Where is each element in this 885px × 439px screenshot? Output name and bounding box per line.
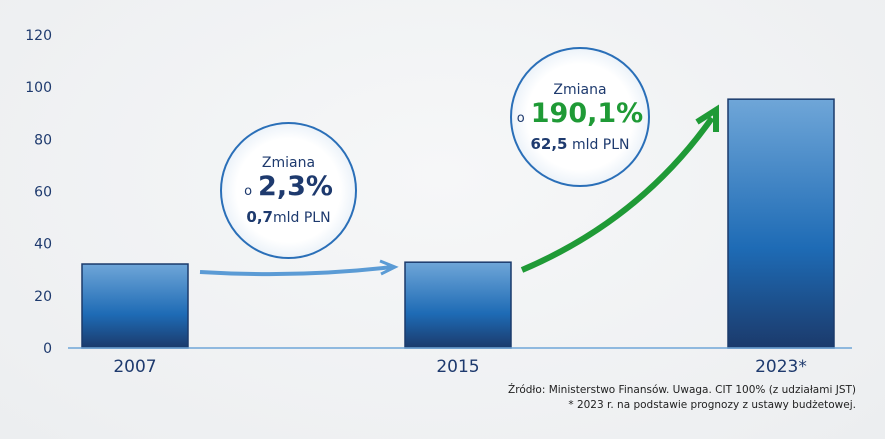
x-tick-label: 2007 xyxy=(113,357,156,377)
y-tick-label: 40 xyxy=(34,237,52,253)
arrow-green xyxy=(520,116,715,273)
change-percent: 190,1% xyxy=(530,97,644,129)
change-unit: mld PLN xyxy=(272,210,331,226)
x-tick-label: 2015 xyxy=(436,357,479,377)
prefix: o xyxy=(516,110,525,126)
change-label: Zmiana xyxy=(553,81,607,98)
y-tick-label: 60 xyxy=(34,185,52,201)
change-unit: mld PLN xyxy=(571,136,630,153)
change-amount: 62,5 xyxy=(530,134,568,153)
arrow-green-head xyxy=(695,104,719,132)
arrow-blue xyxy=(199,265,393,277)
arrow-blue-head xyxy=(379,259,399,276)
x-tick-label: 2023* xyxy=(755,357,807,377)
forecast-note: * 2023 r. na podstawie prognozy z ustawy… xyxy=(568,399,856,411)
y-tick-label: 100 xyxy=(25,80,52,96)
bar-2023* xyxy=(727,98,835,349)
bar-2015 xyxy=(404,261,512,349)
change-percent: 2,3% xyxy=(258,171,333,202)
y-tick-label: 0 xyxy=(43,341,52,357)
y-tick-label: 120 xyxy=(25,28,52,44)
change-bubble-2015-2023: Zmiana o 190,1% 62,5 mld PLN xyxy=(510,47,650,187)
change-bubble-2007-2015: Zmiana o 2,3% 0,7mld PLN xyxy=(220,122,357,259)
bar-2007 xyxy=(81,263,189,349)
y-tick-label: 80 xyxy=(34,132,52,148)
footer: Źródło: Ministerstwo Finansów. Uwaga. CI… xyxy=(508,383,856,413)
change-label: Zmiana xyxy=(261,155,316,171)
source-note: Źródło: Ministerstwo Finansów. Uwaga. CI… xyxy=(508,384,856,396)
y-tick-label: 20 xyxy=(34,289,52,305)
prefix: o xyxy=(244,184,253,199)
change-amount: 0,7 xyxy=(246,208,273,226)
